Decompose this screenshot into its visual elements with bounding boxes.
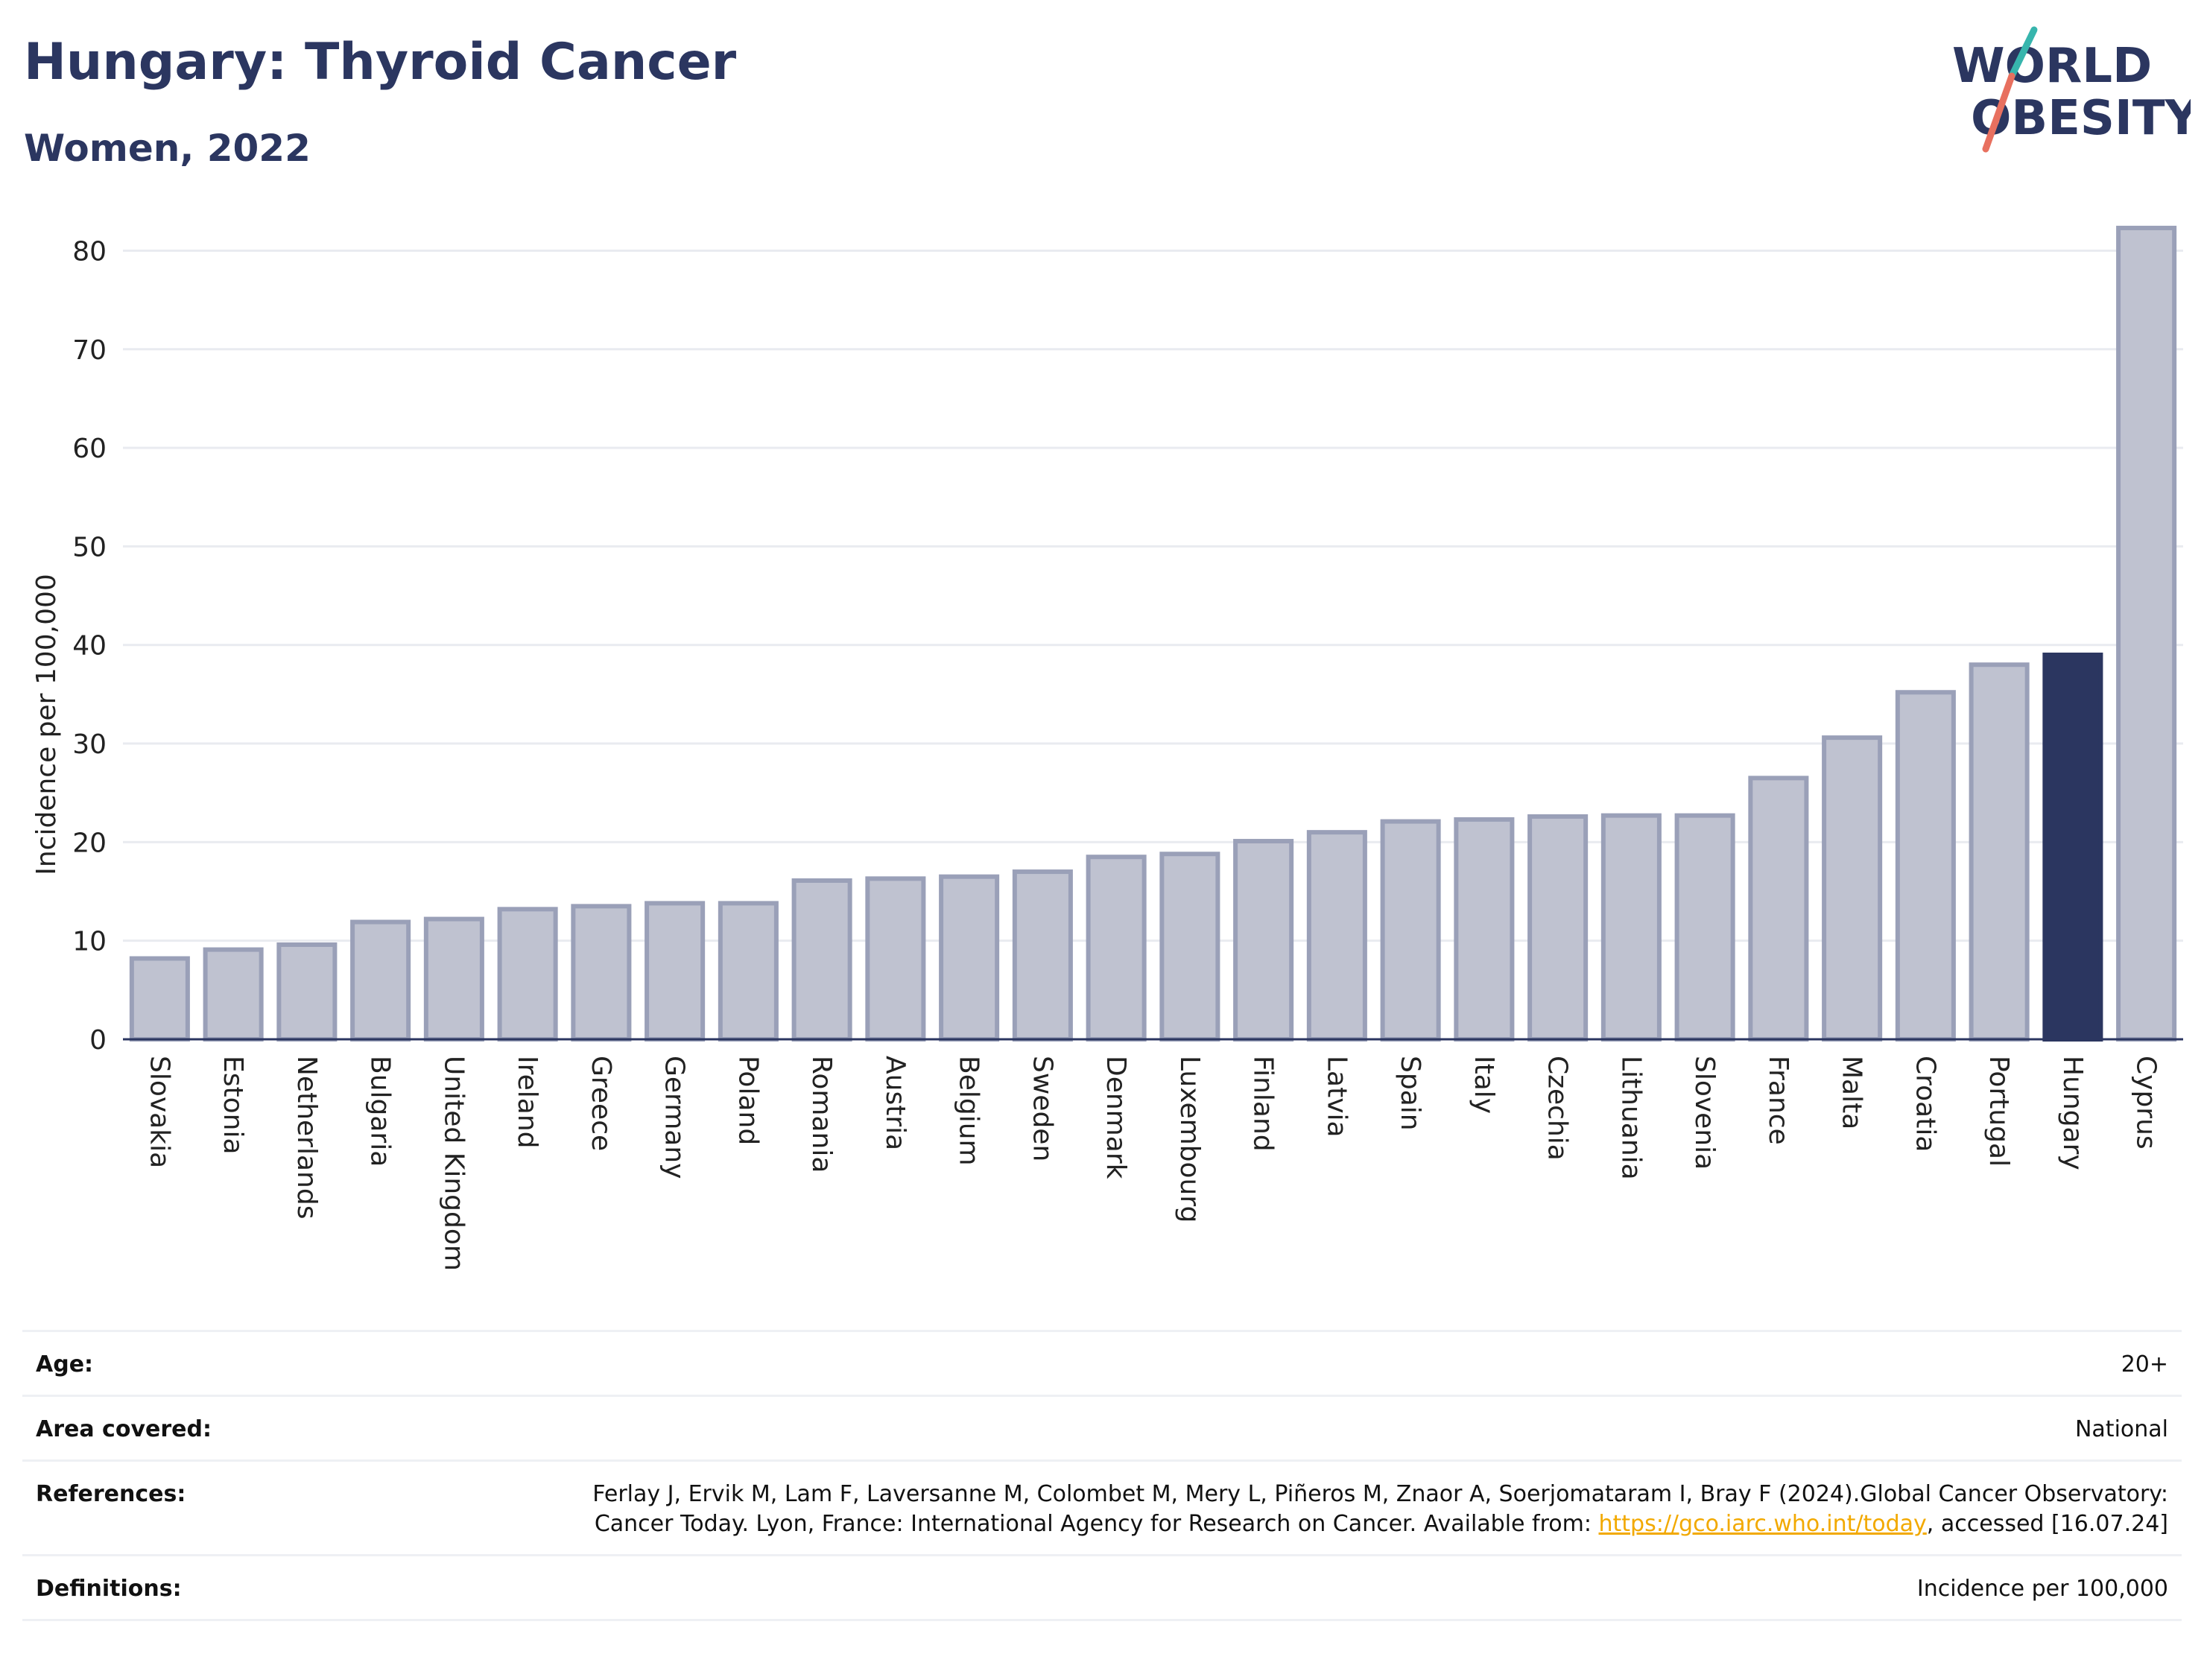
y-tick-label: 10 — [72, 927, 107, 957]
references-text-2: , accessed [16.07.24] — [1926, 1511, 2168, 1537]
bar-italy[interactable] — [1454, 817, 1515, 1042]
logo-line1: WORLD — [1952, 39, 2152, 94]
bar-latvia[interactable] — [1306, 830, 1367, 1042]
age-value: 20+ — [2121, 1351, 2168, 1378]
y-tick-label: 70 — [72, 335, 107, 366]
bar-cyprus[interactable] — [2116, 226, 2177, 1042]
x-tick-label: Luxembourg — [1174, 1056, 1205, 1223]
bar-bulgaria[interactable] — [350, 919, 411, 1042]
chart-title: Hungary: Thyroid Cancer — [24, 33, 737, 92]
y-tick-label: 0 — [89, 1025, 107, 1056]
age-label: Age: — [36, 1351, 94, 1378]
logo-line2: OBESITY — [1971, 91, 2191, 146]
x-tick-label: Belgium — [954, 1056, 984, 1166]
x-tick-label: Ireland — [512, 1056, 542, 1149]
bar-romania[interactable] — [791, 878, 852, 1042]
x-tick-label: Cyprus — [2131, 1056, 2162, 1150]
x-tick-label: Netherlands — [291, 1056, 322, 1219]
world-obesity-logo: WORLD OBESITY — [1952, 26, 2191, 153]
y-tick-label: 20 — [72, 828, 107, 858]
meta-row-references: References: Ferlay J, Ervik M, Lam F, La… — [22, 1459, 2182, 1554]
x-tick-label: Latvia — [1321, 1056, 1352, 1138]
y-tick-label: 80 — [72, 236, 107, 267]
bar-slovenia[interactable] — [1674, 813, 1735, 1042]
bar-lithuania[interactable] — [1600, 813, 1662, 1042]
meta-row-area: Area covered: National — [22, 1395, 2182, 1459]
area-label: Area covered: — [36, 1416, 212, 1442]
x-tick-label: Italy — [1469, 1056, 1499, 1114]
y-tick-label: 30 — [72, 729, 107, 760]
bar-estonia[interactable] — [203, 947, 264, 1042]
x-tick-label: Greece — [586, 1056, 616, 1151]
y-tick-label: 50 — [72, 532, 107, 562]
x-tick-label: Spain — [1395, 1056, 1425, 1131]
definitions-label: Definitions: — [36, 1576, 182, 1602]
bar-greece[interactable] — [571, 904, 632, 1042]
definitions-value: Incidence per 100,000 — [1916, 1576, 2168, 1602]
bar-chart: 0 10 20 30 40 50 60 70 80 Slovakia Estonia Netherla… — [31, 226, 2183, 1271]
bar-slovakia[interactable] — [129, 956, 190, 1042]
bar-ireland[interactable] — [497, 907, 558, 1042]
bar-germany[interactable] — [645, 901, 706, 1042]
bar-france[interactable] — [1748, 776, 1809, 1042]
bar-sweden[interactable] — [1012, 869, 1073, 1042]
bar-croatia[interactable] — [1895, 690, 1956, 1042]
x-tick-label: Finland — [1248, 1056, 1279, 1152]
metadata-table: Age: 20+ Area covered: National Referenc… — [22, 1330, 2182, 1621]
bar-czechia[interactable] — [1527, 814, 1589, 1042]
meta-row-age: Age: 20+ — [22, 1330, 2182, 1395]
bar-malta[interactable] — [1822, 735, 1883, 1042]
bar-belgium[interactable] — [939, 874, 1000, 1042]
bar-poland[interactable] — [718, 901, 779, 1042]
x-tick-label: Bulgaria — [365, 1056, 396, 1167]
x-tick-label: Austria — [880, 1056, 911, 1150]
bar-netherlands[interactable] — [276, 942, 338, 1042]
axes: 0 10 20 30 40 50 60 70 80 Slovakia Estonia Netherla… — [72, 236, 2183, 1271]
bar-luxembourg[interactable] — [1159, 852, 1220, 1042]
references-label: References: — [36, 1481, 186, 1507]
bar-austria[interactable] — [865, 876, 926, 1042]
logo-slash-coral — [1982, 72, 2015, 153]
bars — [129, 226, 2177, 1042]
y-tick-label: 60 — [72, 434, 107, 464]
references-text-1: Ferlay J, Ervik M, Lam F, Laversanne M, … — [592, 1481, 2168, 1537]
bar-denmark[interactable] — [1086, 855, 1147, 1042]
area-value: National — [2074, 1416, 2168, 1442]
x-tick-label: Lithuania — [1615, 1056, 1646, 1180]
x-tick-label: United Kingdom — [438, 1056, 469, 1271]
x-tick-label: Germany — [659, 1056, 690, 1179]
y-tick-label: 40 — [72, 631, 107, 662]
x-tick-label: Slovenia — [1689, 1056, 1720, 1170]
x-tick-label: Poland — [732, 1056, 763, 1145]
references-link[interactable]: https://gco.iarc.who.int/today — [1598, 1511, 1927, 1537]
x-tick-label: Slovakia — [144, 1056, 174, 1168]
meta-row-definitions: Definitions: Incidence per 100,000 — [22, 1554, 2182, 1621]
bar-finland[interactable] — [1233, 839, 1294, 1042]
x-tick-label: Portugal — [1983, 1056, 2014, 1167]
x-tick-label: Denmark — [1101, 1056, 1131, 1179]
x-tick-label: France — [1763, 1056, 1793, 1145]
chart-subtitle: Women, 2022 — [24, 127, 311, 170]
bar-hungary[interactable] — [2042, 652, 2103, 1042]
bar-spain[interactable] — [1380, 819, 1441, 1042]
logo-slash-teal — [2008, 26, 2038, 80]
x-tick-label: Malta — [1837, 1056, 1867, 1129]
x-tick-label: Croatia — [1910, 1056, 1940, 1152]
x-tick-label: Hungary — [2057, 1056, 2088, 1170]
bar-united-kingdom[interactable] — [423, 916, 484, 1042]
x-tick-label: Estonia — [218, 1056, 248, 1155]
x-tick-label: Czechia — [1542, 1056, 1573, 1161]
x-tick-label: Sweden — [1027, 1056, 1057, 1161]
references-value: Ferlay J, Ervik M, Lam F, Laversanne M, … — [529, 1480, 2168, 1539]
y-axis-label: Incidence per 100,000 — [31, 574, 62, 875]
bar-portugal[interactable] — [1969, 662, 2030, 1042]
x-tick-label: Romania — [806, 1056, 837, 1173]
